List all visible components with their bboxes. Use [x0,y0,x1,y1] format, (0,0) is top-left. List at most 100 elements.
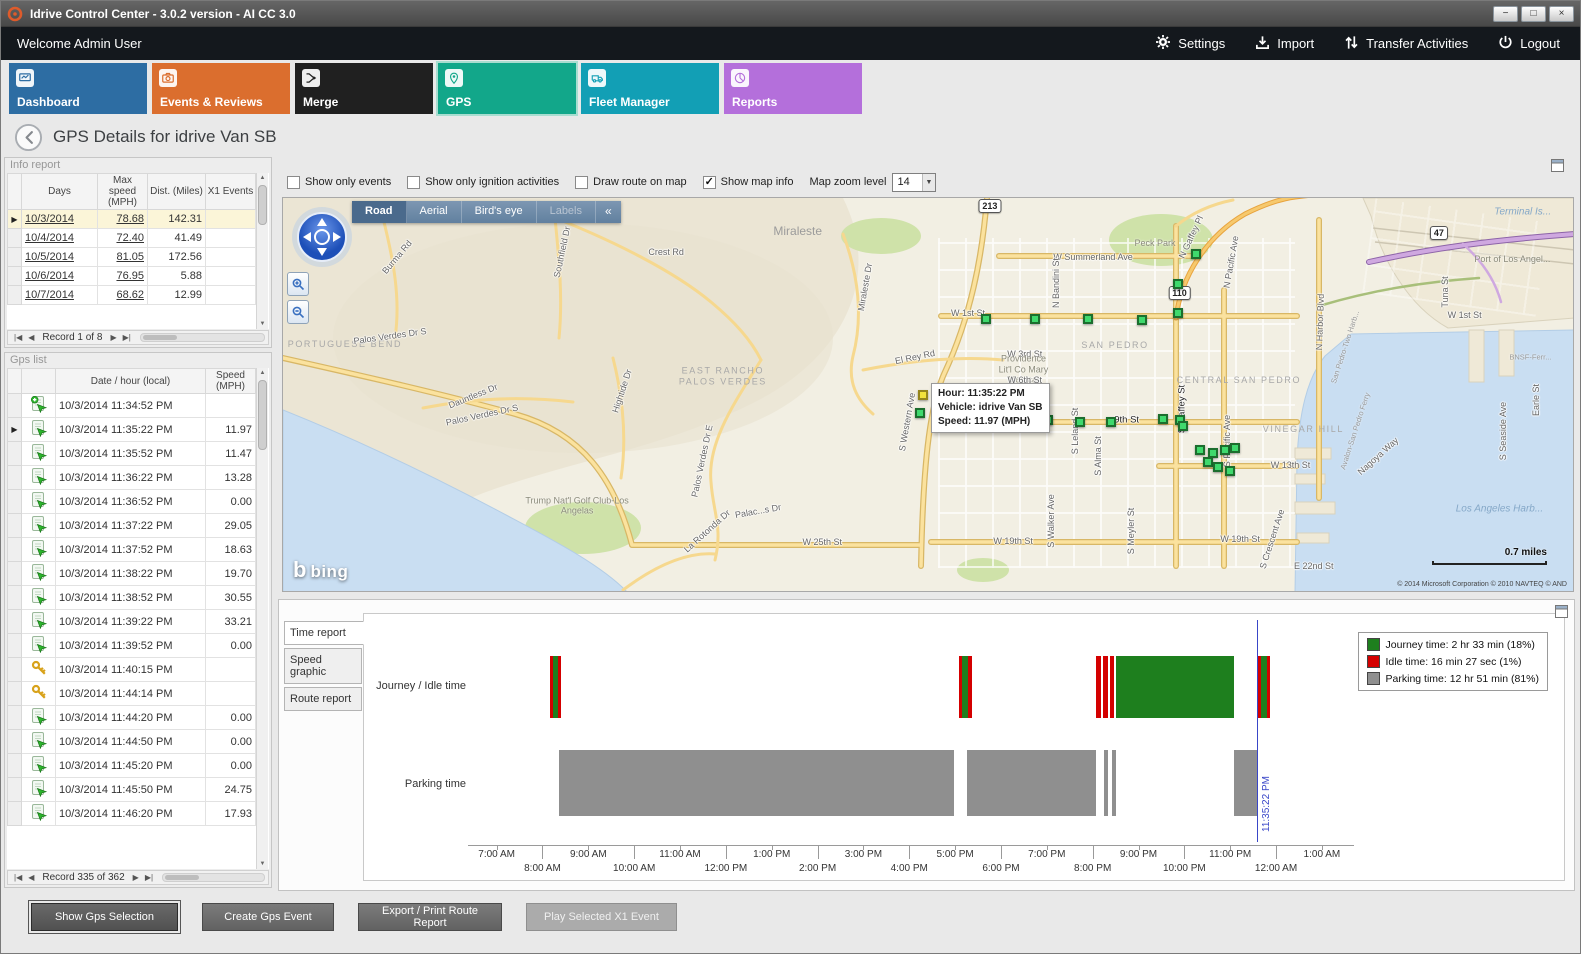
time-cursor-line[interactable] [1257,620,1258,842]
gps-marker[interactable] [1178,420,1189,431]
max-speed-link[interactable]: 76.95 [116,270,144,282]
create-gps-event-button[interactable]: Create Gps Event [202,903,334,931]
gps-marker[interactable] [1191,248,1202,259]
gps-list-row[interactable]: 10/3/2014 11:38:52 PM 30.55 [7,585,256,610]
gps-marker[interactable] [1173,307,1184,318]
selected-gps-marker[interactable] [917,389,928,400]
info-column-header[interactable]: Days [21,173,98,210]
map-zoom-level-select[interactable]: 14 ▼ [892,172,937,192]
max-speed-link[interactable]: 78.68 [116,213,144,225]
scrollbar-thumb[interactable] [258,185,267,225]
gps-marker[interactable] [1082,313,1093,324]
gps-marker[interactable] [1106,416,1117,427]
gps-list-row[interactable]: 10/3/2014 11:36:52 PM 0.00 [7,489,256,514]
gps-marker[interactable] [1137,314,1148,325]
max-speed-link[interactable]: 72.40 [116,232,144,244]
zoom-in-button[interactable] [287,272,309,296]
day-link[interactable]: 10/7/2014 [25,289,74,301]
tile-gps[interactable]: GPS [438,63,576,114]
gps-marker[interactable] [1030,313,1041,324]
pager-next-button[interactable]: ▶| [144,873,154,882]
info-grid-vertical-scrollbar[interactable]: ▲ ▼ [256,173,268,329]
export-print-route-report-button[interactable]: Export / Print Route Report [358,903,502,931]
scrollbar-thumb[interactable] [142,335,177,340]
info-report-row[interactable]: 10/7/2014 68.62 12.99 [7,285,256,305]
transfer-activities-button[interactable]: Transfer Activities [1344,35,1468,53]
collapse-map-bar-button[interactable]: « [605,204,612,218]
minimize-window-button[interactable]: − [1493,5,1518,22]
scrollbar-thumb[interactable] [165,875,200,880]
import-button[interactable]: Import [1255,35,1314,53]
tile-reports[interactable]: Reports [724,63,862,114]
tile-dashboard[interactable]: Dashboard [9,63,147,114]
pager-next-button[interactable]: ▶| [122,333,131,342]
tab-time-report[interactable]: Time report [284,621,364,645]
gps-list-row[interactable]: 10/3/2014 11:44:14 PM [7,681,256,706]
info-report-row[interactable]: 10/6/2014 76.95 5.88 [7,266,256,286]
gps-marker[interactable] [1173,278,1184,289]
day-link[interactable]: 10/5/2014 [25,251,74,263]
pager-prev-button[interactable]: |◀ [14,333,23,342]
gps-list-row[interactable]: 10/3/2014 11:46:20 PM 17.93 [7,801,256,826]
info-column-header[interactable]: Max speed (MPH) [97,173,148,210]
info-report-row[interactable]: 10/4/2014 72.40 41.49 [7,228,256,248]
max-speed-link[interactable]: 81.05 [116,251,144,263]
gps-marker[interactable] [981,313,992,324]
show-gps-selection-button[interactable]: Show Gps Selection [28,900,181,934]
scrollbar-thumb[interactable] [258,380,267,450]
max-speed-link[interactable]: 68.62 [116,289,144,301]
checkbox-box[interactable] [287,175,300,189]
gps-marker[interactable] [1208,448,1219,459]
info-column-header[interactable]: X1 Events [205,173,256,210]
gps-list-row[interactable]: 10/3/2014 11:45:20 PM 0.00 [7,753,256,778]
pager-prev-button[interactable]: ◀ [28,333,35,342]
gps-marker[interactable] [1075,417,1086,428]
day-link[interactable]: 10/6/2014 [25,270,74,282]
gps-list-row[interactable]: 10/3/2014 11:36:22 PM 13.28 [7,465,256,490]
map-style-tab-road[interactable]: Road [352,201,407,223]
checkbox-show-only-events[interactable]: Show only events [287,175,391,189]
pager-scrollbar[interactable] [139,333,265,342]
gps-list-row[interactable]: 10/3/2014 11:34:52 PM [7,393,256,418]
gps-grid-vertical-scrollbar[interactable]: ▲ ▼ [256,368,268,869]
gps-list-row[interactable]: 10/3/2014 11:37:52 PM 18.63 [7,537,256,562]
tab-route-report[interactable]: Route report [284,687,362,711]
maximize-map-panel-icon[interactable] [1551,159,1564,172]
gps-list-row[interactable]: 10/3/2014 11:37:22 PM 29.05 [7,513,256,538]
tile-merge[interactable]: Merge [295,63,433,114]
logout-button[interactable]: Logout [1498,35,1560,53]
map-style-tab-aerial[interactable]: Aerial [407,201,462,223]
gps-list-row[interactable]: 10/3/2014 11:44:20 PM 0.00 [7,705,256,730]
close-window-button[interactable]: × [1549,5,1574,22]
bing-map[interactable]: Miraleste Peck Park W Summerland Ave Crest … [282,197,1574,592]
checkbox-show-only-ignition-activities[interactable]: Show only ignition activities [407,175,559,189]
gps-marker[interactable] [1213,462,1224,473]
map-compass-control[interactable] [291,206,353,273]
settings-button[interactable]: Settings [1155,34,1225,53]
gps-marker[interactable] [915,408,926,419]
gps-list-row[interactable]: ▶ 10/3/2014 11:35:22 PM 11.97 [7,417,256,442]
pager-prev-button[interactable]: |◀ [14,873,23,882]
info-report-row[interactable]: ▶ 10/3/2014 78.68 142.31 [7,209,256,229]
gps-column-header[interactable]: Speed (MPH) [205,368,256,394]
scroll-up-icon[interactable]: ▲ [259,370,266,376]
gps-marker[interactable] [1202,457,1213,468]
checkbox-box[interactable] [407,175,421,189]
gps-list-row[interactable]: 10/3/2014 11:39:52 PM 0.00 [7,633,256,658]
info-report-row[interactable]: 10/5/2014 81.05 172.56 [7,247,256,267]
day-link[interactable]: 10/3/2014 [25,213,74,225]
pager-scrollbar[interactable] [162,873,265,882]
info-column-header[interactable]: Dist. (Miles) [147,173,206,210]
gps-column-header[interactable]: Date / hour (local) [55,368,206,394]
checkbox-show-map-info[interactable]: ✓ Show map info [702,175,793,189]
checkbox-box[interactable]: ✓ [702,175,716,189]
map-style-tab-labels[interactable]: Labels [537,201,596,223]
scroll-up-icon[interactable]: ▲ [259,175,266,181]
tile-events[interactable]: Events & Reviews [152,63,290,114]
gps-list-row[interactable]: 10/3/2014 11:38:22 PM 19.70 [7,561,256,586]
gps-marker[interactable] [1224,466,1235,477]
gps-marker[interactable] [1157,414,1168,425]
gps-list-row[interactable]: 10/3/2014 11:45:50 PM 24.75 [7,777,256,802]
scroll-down-icon[interactable]: ▼ [259,861,266,867]
checkbox-box[interactable] [575,175,589,189]
